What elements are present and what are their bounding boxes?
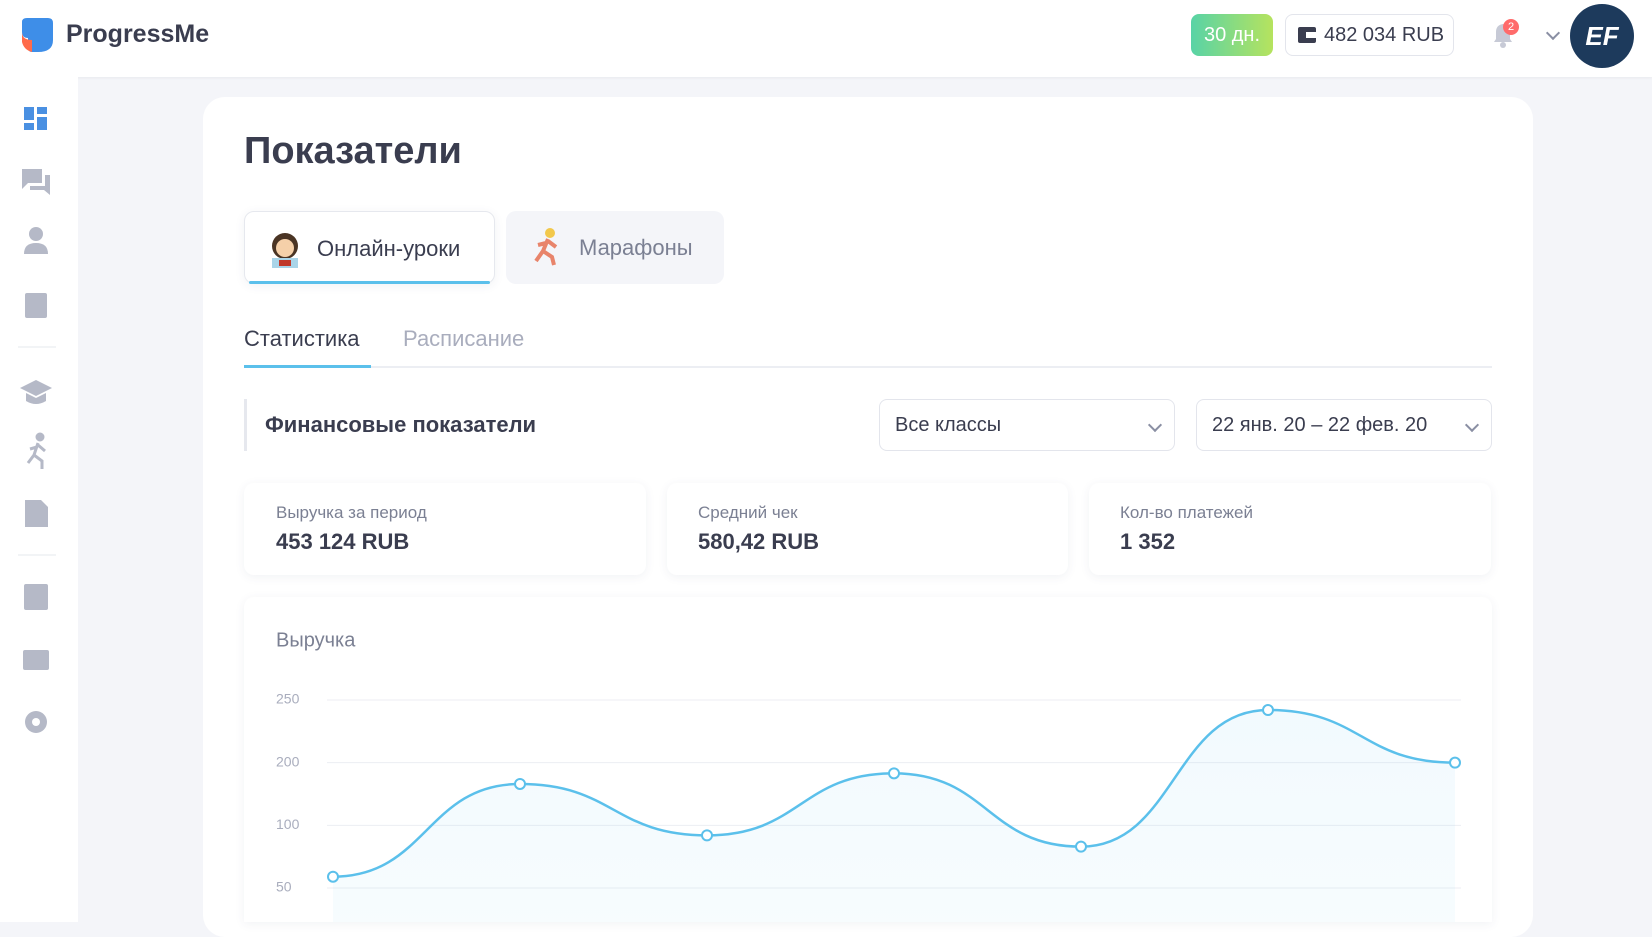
nav-settings[interactable] <box>25 711 47 733</box>
point <box>1449 756 1461 769</box>
stat-card: Выручка за период 453 124 RUB <box>244 483 646 575</box>
chart: Выручка 50 100 200 250 <box>276 629 1461 922</box>
runner-emoji <box>534 228 558 266</box>
nav-docs[interactable] <box>25 500 48 527</box>
balance[interactable]: 482 034 RUB <box>1285 14 1454 56</box>
logo-text[interactable]: ProgressMe <box>66 20 210 48</box>
balance-value: 482 034 RUB <box>1324 24 1445 46</box>
nav-dashboard[interactable] <box>24 107 47 130</box>
point <box>888 767 900 780</box>
nav-user[interactable] <box>24 227 48 254</box>
y-tick-label: 50 <box>276 879 292 895</box>
avatar[interactable]: EF <box>1570 4 1634 68</box>
point <box>1262 704 1274 717</box>
chevron <box>1464 417 1480 433</box>
notification-count: 2 <box>1503 19 1519 35</box>
tab-label: Марафоны <box>579 235 693 260</box>
subtab-active[interactable]: Статистика <box>244 326 360 351</box>
area <box>333 710 1455 922</box>
menu-chevron[interactable] <box>1545 25 1561 41</box>
nav-card[interactable] <box>23 650 49 670</box>
stat-value: 580,42 RUB <box>698 529 820 554</box>
y-tick-label: 100 <box>276 816 300 832</box>
wallet-icon <box>1298 27 1316 43</box>
class-select[interactable]: Все классы <box>879 399 1175 451</box>
stat-label: Средний чек <box>698 503 798 522</box>
chart-title: Выручка <box>276 629 356 651</box>
point <box>514 777 526 790</box>
nav-list[interactable] <box>24 584 48 610</box>
tab[interactable]: Марафоны <box>506 211 724 284</box>
tab-active[interactable]: Онлайн-уроки <box>244 211 495 284</box>
stat-card: Средний чек 580,42 RUB <box>667 483 1068 575</box>
trial-badge[interactable]: 30 дн. <box>1191 14 1273 56</box>
select-value: Все классы <box>895 414 1002 436</box>
y-tick-label: 250 <box>276 691 300 707</box>
chevron <box>1147 417 1163 433</box>
y-tick-label: 200 <box>276 753 300 769</box>
point <box>701 829 713 842</box>
nav-chat[interactable] <box>22 169 50 195</box>
select-value: 22 янв. 20 – 22 фев. 20 <box>1212 414 1428 436</box>
teacher-emoji <box>272 233 298 268</box>
stat-card: Кол-во платежей 1 352 <box>1089 483 1491 575</box>
sidebar <box>0 77 78 922</box>
top-bar: ProgressMe 30 дн. 482 034 RUB 2 EF <box>0 0 1652 77</box>
section-title: Финансовые показатели <box>265 412 537 437</box>
nav-marathons[interactable] <box>26 432 46 469</box>
stat-label: Кол-во платежей <box>1120 503 1253 522</box>
subtab-line <box>244 366 1492 368</box>
stat-value: 453 124 RUB <box>276 529 410 554</box>
subtab[interactable]: Расписание <box>403 326 525 351</box>
section-bar <box>244 399 247 451</box>
logo-icon <box>22 18 53 52</box>
chart-card: Выручка 50 100 200 250 <box>244 597 1492 922</box>
page-title: Показатели <box>244 130 462 172</box>
stat-label: Выручка за период <box>276 503 427 522</box>
tab-label: Онлайн-уроки <box>317 236 461 261</box>
tab-indicator <box>249 281 490 284</box>
stat-value: 1 352 <box>1120 529 1176 554</box>
period-select[interactable]: 22 янв. 20 – 22 фев. 20 <box>1196 399 1492 451</box>
point <box>327 870 339 883</box>
sidebar-icons <box>18 107 56 733</box>
nav-book[interactable] <box>25 293 47 318</box>
nav-courses[interactable] <box>20 380 52 404</box>
subtab-indicator <box>244 365 371 368</box>
point <box>1075 840 1087 853</box>
